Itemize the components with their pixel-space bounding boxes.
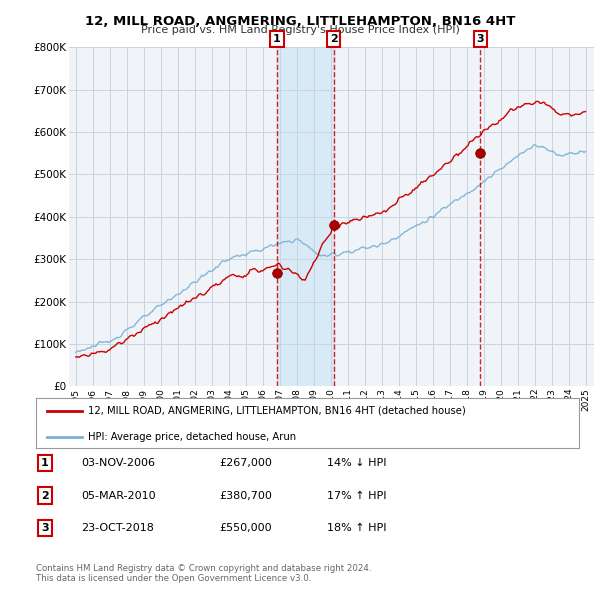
Text: 05-MAR-2010: 05-MAR-2010 xyxy=(81,491,155,500)
Text: HPI: Average price, detached house, Arun: HPI: Average price, detached house, Arun xyxy=(88,432,296,442)
Text: 14% ↓ HPI: 14% ↓ HPI xyxy=(327,458,386,468)
Text: 2: 2 xyxy=(329,34,337,44)
Text: Price paid vs. HM Land Registry's House Price Index (HPI): Price paid vs. HM Land Registry's House … xyxy=(140,25,460,35)
Bar xyxy=(277,47,334,386)
Text: 3: 3 xyxy=(41,523,49,533)
Text: £267,000: £267,000 xyxy=(219,458,272,468)
Text: 12, MILL ROAD, ANGMERING, LITTLEHAMPTON, BN16 4HT: 12, MILL ROAD, ANGMERING, LITTLEHAMPTON,… xyxy=(85,15,515,28)
Text: Contains HM Land Registry data © Crown copyright and database right 2024.
This d: Contains HM Land Registry data © Crown c… xyxy=(36,563,371,583)
Text: £550,000: £550,000 xyxy=(219,523,272,533)
Text: 1: 1 xyxy=(273,34,281,44)
Text: 2: 2 xyxy=(41,491,49,500)
Text: 17% ↑ HPI: 17% ↑ HPI xyxy=(327,491,386,500)
Text: 03-NOV-2006: 03-NOV-2006 xyxy=(81,458,155,468)
Text: 23-OCT-2018: 23-OCT-2018 xyxy=(81,523,154,533)
Text: 3: 3 xyxy=(476,34,484,44)
Text: 1: 1 xyxy=(41,458,49,468)
Text: 12, MILL ROAD, ANGMERING, LITTLEHAMPTON, BN16 4HT (detached house): 12, MILL ROAD, ANGMERING, LITTLEHAMPTON,… xyxy=(88,406,466,416)
Text: £380,700: £380,700 xyxy=(219,491,272,500)
Text: 18% ↑ HPI: 18% ↑ HPI xyxy=(327,523,386,533)
